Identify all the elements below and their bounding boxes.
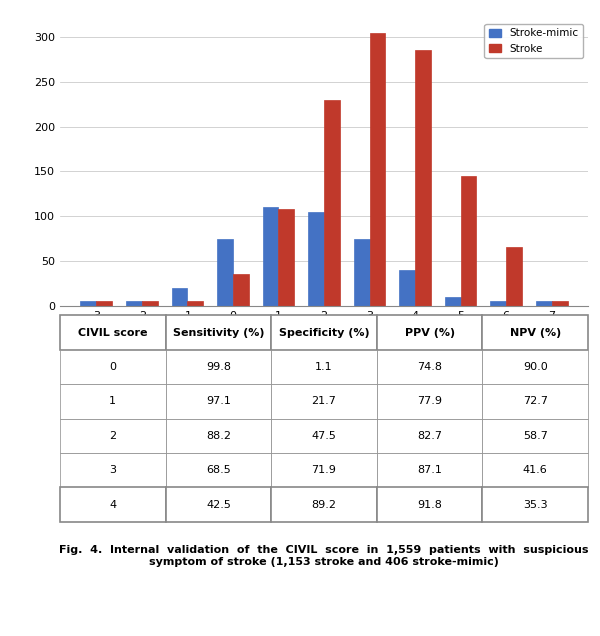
Bar xyxy=(370,32,385,306)
Bar xyxy=(187,301,203,306)
Bar xyxy=(490,301,506,306)
Bar xyxy=(308,212,324,306)
Bar xyxy=(172,287,187,306)
Bar xyxy=(506,247,522,306)
Bar xyxy=(217,238,233,306)
Bar xyxy=(415,50,431,306)
Bar xyxy=(399,270,415,306)
Bar xyxy=(97,301,112,306)
Bar xyxy=(126,301,142,306)
Bar xyxy=(551,301,568,306)
Bar xyxy=(536,301,551,306)
Bar xyxy=(80,301,97,306)
Bar xyxy=(324,100,340,306)
Bar xyxy=(445,297,461,306)
Bar xyxy=(461,176,476,306)
Legend: Stroke-mimic, Stroke: Stroke-mimic, Stroke xyxy=(484,24,583,58)
Bar xyxy=(278,209,295,306)
Bar xyxy=(142,301,158,306)
Bar xyxy=(263,207,278,306)
Bar xyxy=(233,274,249,306)
Text: Fig.  4.  Internal  validation  of  the  CIVIL  score  in  1,559  patients  with: Fig. 4. Internal validation of the CIVIL… xyxy=(59,545,589,567)
Bar xyxy=(353,238,370,306)
